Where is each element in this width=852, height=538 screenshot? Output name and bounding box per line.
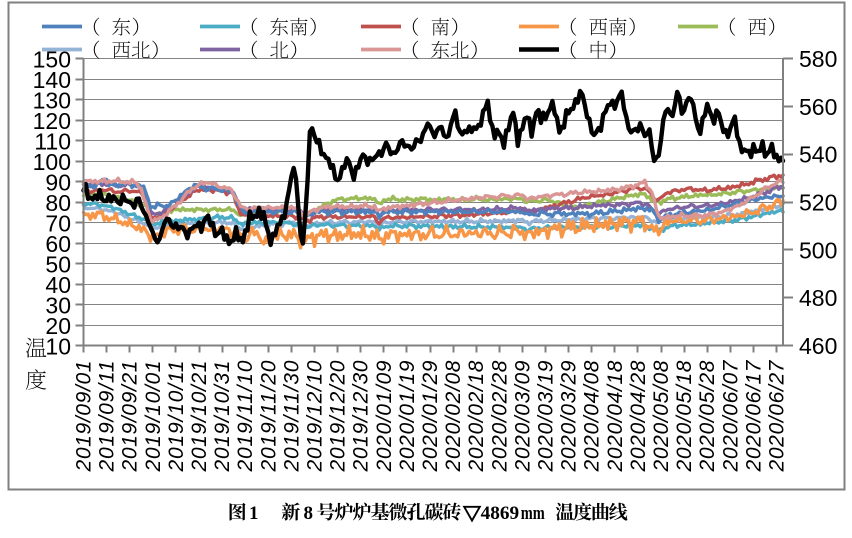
svg-text:2020/03/09: 2020/03/09	[511, 360, 534, 472]
svg-text:2020/03/29: 2020/03/29	[558, 360, 581, 472]
svg-text:2020/02/08: 2020/02/08	[442, 360, 465, 472]
svg-text:4869: 4869	[481, 503, 520, 524]
svg-text:460: 460	[799, 333, 837, 359]
svg-text:mm: mm	[521, 503, 545, 524]
svg-text:10: 10	[45, 334, 71, 360]
svg-text:50: 50	[45, 252, 71, 278]
svg-text:480: 480	[799, 285, 837, 311]
svg-text:580: 580	[799, 46, 837, 72]
svg-text:100: 100	[33, 149, 71, 175]
svg-text:90: 90	[45, 170, 71, 196]
svg-text:2020/02/28: 2020/02/28	[488, 360, 511, 472]
svg-text:2020/05/28: 2020/05/28	[696, 360, 719, 472]
svg-text:2019/09/21: 2019/09/21	[119, 361, 142, 473]
svg-text:2020/05/18: 2020/05/18	[673, 360, 696, 472]
svg-text:540: 540	[799, 142, 837, 168]
svg-text:2020/04/08: 2020/04/08	[581, 360, 604, 472]
svg-text:2020/06/07: 2020/06/07	[719, 359, 742, 472]
svg-text:1: 1	[249, 503, 259, 524]
svg-text:130: 130	[33, 88, 71, 114]
svg-text:2019/12/20: 2019/12/20	[327, 360, 350, 472]
svg-text:8: 8	[304, 503, 314, 524]
svg-text:120: 120	[33, 108, 71, 134]
svg-text:140: 140	[33, 67, 71, 93]
svg-text:2020/06/17: 2020/06/17	[742, 359, 765, 472]
svg-text:2019/10/31: 2019/10/31	[211, 361, 234, 473]
svg-text:2019/10/01: 2019/10/01	[142, 361, 165, 473]
svg-text:2020/02/18: 2020/02/18	[465, 360, 488, 472]
svg-text:2020/04/18: 2020/04/18	[604, 360, 627, 472]
svg-text:500: 500	[799, 237, 837, 263]
svg-text:2020/03/19: 2020/03/19	[535, 360, 558, 472]
svg-text:2020/01/29: 2020/01/29	[419, 360, 442, 472]
svg-text:520: 520	[799, 190, 837, 216]
svg-text:2019/10/11: 2019/10/11	[165, 361, 188, 473]
svg-text:560: 560	[799, 94, 837, 120]
svg-text:2020/01/19: 2020/01/19	[396, 360, 419, 472]
svg-text:20: 20	[45, 313, 71, 339]
svg-text:70: 70	[45, 211, 71, 237]
svg-text:110: 110	[34, 129, 71, 155]
svg-text:2019/11/20: 2019/11/20	[257, 360, 280, 472]
svg-text:2020/05/08: 2020/05/08	[650, 360, 673, 472]
svg-text:40: 40	[45, 272, 71, 298]
svg-text:2020/06/27: 2020/06/27	[766, 359, 789, 472]
svg-text:2019/12/10: 2019/12/10	[304, 360, 327, 472]
svg-text:2019/09/01: 2019/09/01	[73, 361, 96, 473]
svg-text:2019/09/11: 2019/09/11	[96, 361, 119, 473]
svg-text:2020/04/28: 2020/04/28	[627, 360, 650, 472]
svg-text:2019/12/30: 2019/12/30	[350, 360, 373, 472]
svg-text:2020/01/09: 2020/01/09	[373, 360, 396, 472]
svg-text:2019/11/10: 2019/11/10	[234, 360, 257, 472]
svg-text:30: 30	[45, 293, 71, 319]
svg-text:80: 80	[45, 190, 71, 216]
svg-text:2019/10/21: 2019/10/21	[188, 361, 211, 473]
svg-text:2019/11/30: 2019/11/30	[280, 360, 303, 472]
svg-text:60: 60	[45, 231, 71, 257]
